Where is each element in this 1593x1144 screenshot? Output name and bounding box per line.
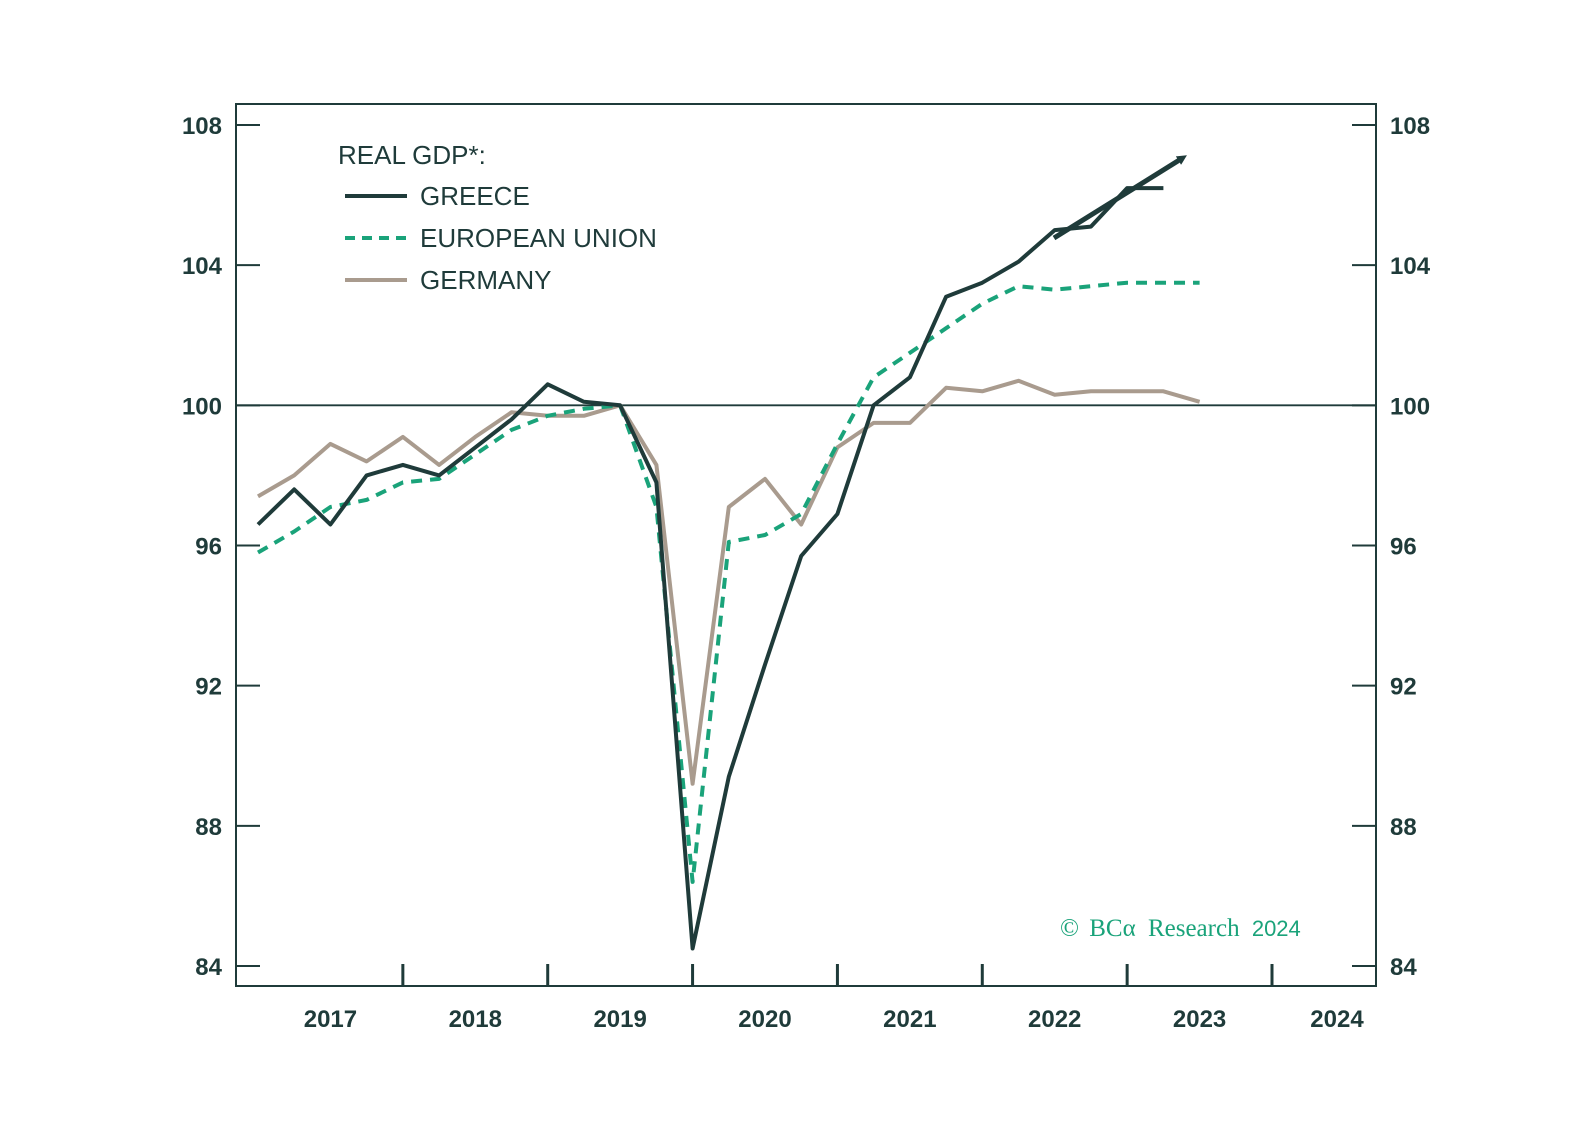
y-tick-label-right: 84: [1390, 954, 1417, 981]
legend-label-germany: GERMANY: [420, 265, 551, 295]
series-line-greece: [256, 186, 1164, 951]
series-line-eu: [256, 280, 1200, 884]
up-right-arrow-icon: [1052, 155, 1187, 241]
series-layer: [256, 186, 1201, 951]
legend-label-greece: GREECE: [420, 181, 530, 211]
y-axis-right: 84 88 92 96 100 104 108: [1352, 113, 1431, 981]
series-line-germany: [256, 378, 1201, 786]
legend-title: REAL GDP*:: [338, 140, 486, 170]
x-tick-label: 2018: [449, 1006, 502, 1033]
y-tick-label-right: 92: [1390, 674, 1417, 701]
y-tick-label-right: 96: [1390, 534, 1417, 561]
x-tick-label: 2020: [738, 1006, 791, 1033]
y-axis-left: 84 88 92 96 100 104 108: [182, 113, 260, 981]
credit-copyright: ©: [1060, 915, 1079, 942]
x-tick-label: 2021: [883, 1006, 936, 1033]
y-tick-label-right: 100: [1390, 393, 1430, 420]
x-tick-label: 2022: [1028, 1006, 1081, 1033]
x-tick-label: 2019: [593, 1006, 646, 1033]
x-axis: 2017 2018 2019 2020 2021 2022 2023 2024: [304, 964, 1364, 1033]
credit-year: 2024: [1252, 916, 1301, 941]
y-tick-label-left: 100: [182, 393, 222, 420]
credit-text: Research: [1148, 915, 1240, 942]
legend-label-eu: EUROPEAN UNION: [420, 223, 657, 253]
x-tick-label: 2017: [304, 1006, 357, 1033]
y-tick-label-left: 84: [195, 954, 222, 981]
plot-frame: [235, 103, 1377, 987]
y-tick-label-left: 88: [195, 814, 222, 841]
x-tick-label: 2024: [1310, 1006, 1364, 1033]
y-tick-label-right: 104: [1390, 253, 1431, 280]
y-tick-label-left: 92: [195, 674, 222, 701]
legend: REAL GDP*: GREECE EUROPEAN UNION GERMANY: [338, 140, 657, 295]
credit-brand: BCα: [1089, 915, 1135, 942]
y-tick-label-right: 108: [1390, 113, 1430, 140]
y-tick-label-left: 108: [182, 113, 222, 140]
y-tick-label-left: 96: [195, 534, 222, 561]
y-tick-label-left: 104: [182, 253, 223, 280]
credit: © BCα Research 2024: [1060, 915, 1301, 942]
x-tick-label: 2023: [1173, 1006, 1226, 1033]
y-tick-label-right: 88: [1390, 814, 1417, 841]
